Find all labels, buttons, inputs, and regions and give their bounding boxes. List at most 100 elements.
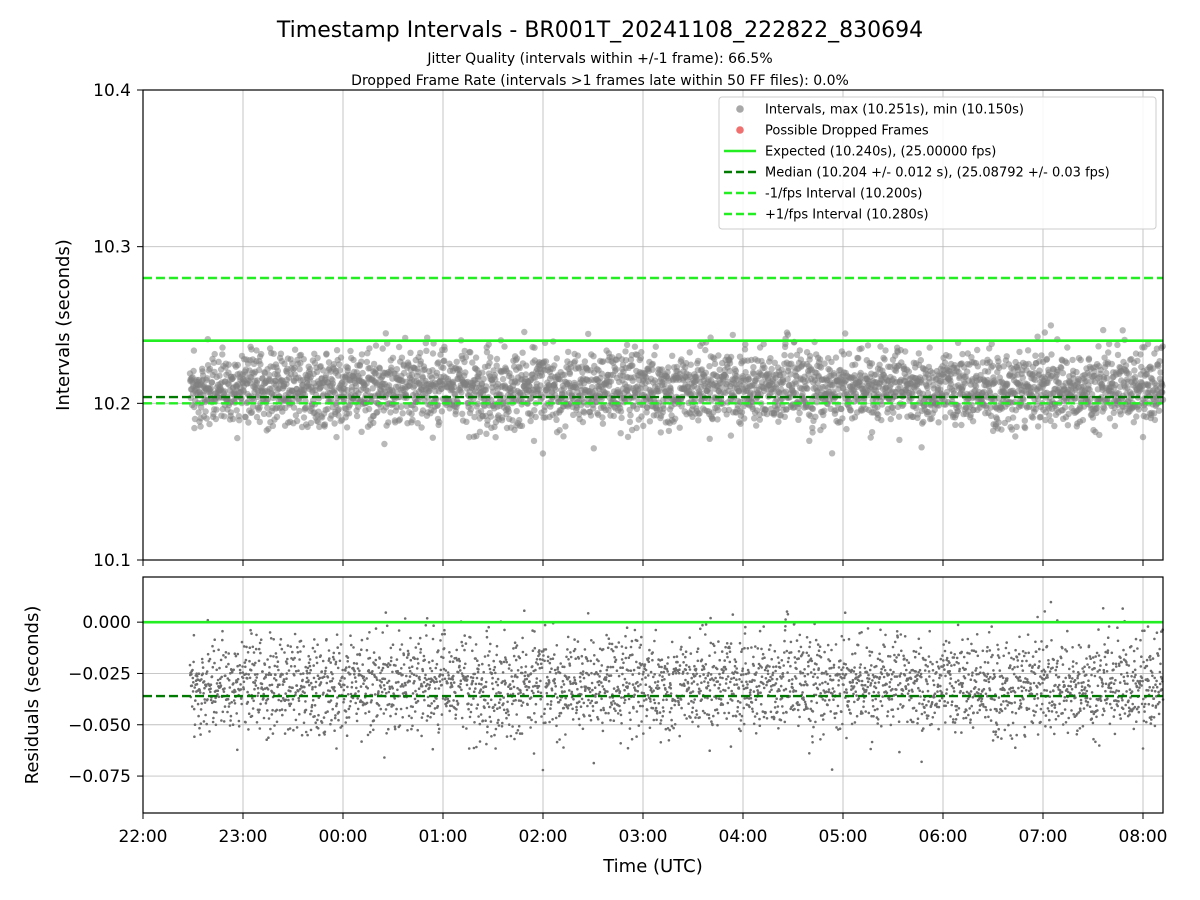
interval-point bbox=[234, 434, 241, 442]
interval-point bbox=[329, 380, 337, 387]
interval-point bbox=[456, 367, 463, 374]
interval-point bbox=[598, 370, 605, 377]
interval-point bbox=[1059, 369, 1067, 377]
residual-point bbox=[265, 738, 269, 741]
residual-point bbox=[418, 636, 422, 640]
interval-point bbox=[479, 369, 486, 376]
residual-point bbox=[488, 667, 492, 671]
interval-point bbox=[781, 413, 788, 420]
residual-point bbox=[578, 723, 581, 727]
residual-point bbox=[209, 698, 213, 702]
residual-point bbox=[576, 687, 579, 691]
residual-point bbox=[237, 719, 241, 723]
interval-point bbox=[300, 356, 307, 363]
residual-point bbox=[202, 692, 205, 695]
interval-point bbox=[499, 414, 506, 421]
residual-point bbox=[385, 732, 388, 735]
interval-point bbox=[1051, 422, 1058, 430]
interval-point bbox=[711, 360, 719, 367]
interval-point bbox=[989, 362, 996, 369]
interval-point bbox=[358, 358, 365, 365]
residual-point bbox=[355, 686, 358, 690]
residual-point bbox=[314, 691, 318, 695]
residual-point bbox=[402, 653, 406, 657]
interval-point bbox=[553, 416, 560, 423]
residual-point bbox=[328, 657, 331, 660]
interval-point bbox=[579, 369, 586, 376]
residual-point bbox=[528, 716, 532, 719]
residual-point bbox=[460, 672, 464, 675]
interval-point bbox=[570, 411, 577, 419]
residual-point bbox=[232, 668, 235, 672]
interval-point bbox=[753, 422, 760, 429]
residual-point bbox=[267, 717, 271, 720]
residual-point bbox=[273, 677, 276, 680]
residual-point bbox=[511, 725, 514, 728]
residual-point bbox=[193, 723, 197, 726]
interval-point bbox=[626, 418, 634, 426]
residual-point bbox=[541, 768, 545, 772]
residual-point bbox=[393, 727, 397, 731]
residual-point bbox=[246, 700, 250, 704]
residual-point bbox=[582, 701, 586, 705]
interval-point bbox=[1073, 368, 1080, 376]
intervals-panel: 10.110.210.310.4 Intervals (seconds) Int… bbox=[53, 81, 1167, 571]
residual-point bbox=[464, 642, 468, 645]
residual-point bbox=[215, 711, 218, 714]
residual-point bbox=[430, 711, 433, 715]
residual-point bbox=[491, 676, 494, 680]
interval-point bbox=[306, 365, 314, 373]
residual-point bbox=[254, 661, 257, 665]
interval-point bbox=[212, 415, 220, 423]
residual-point bbox=[555, 724, 558, 728]
interval-point bbox=[858, 345, 865, 352]
interval-point bbox=[877, 343, 884, 350]
interval-point bbox=[370, 419, 377, 426]
interval-point bbox=[732, 367, 740, 375]
residual-point bbox=[285, 662, 289, 665]
residual-point bbox=[214, 723, 218, 727]
residual-point bbox=[500, 725, 504, 728]
residual-point bbox=[218, 666, 221, 670]
residual-point bbox=[377, 690, 380, 693]
residual-point bbox=[255, 633, 258, 637]
interval-point bbox=[323, 350, 330, 357]
residual-point bbox=[490, 735, 493, 738]
residual-point bbox=[428, 683, 432, 687]
residual-point bbox=[455, 708, 458, 711]
residual-point bbox=[465, 727, 468, 730]
residual-point bbox=[201, 672, 205, 675]
interval-point bbox=[917, 357, 924, 364]
residual-point bbox=[431, 747, 435, 751]
residual-point bbox=[422, 681, 426, 684]
residual-point bbox=[519, 691, 522, 694]
interval-point bbox=[784, 331, 792, 338]
residual-point bbox=[483, 706, 486, 710]
interval-point bbox=[556, 427, 563, 434]
interval-point bbox=[652, 343, 659, 350]
residual-point bbox=[297, 699, 301, 703]
residual-point bbox=[358, 669, 361, 673]
residual-point bbox=[484, 685, 488, 688]
intervals-y-tick-label: 10.2 bbox=[93, 394, 131, 414]
interval-point bbox=[248, 409, 256, 416]
interval-point bbox=[855, 355, 862, 362]
interval-point bbox=[206, 365, 214, 373]
residual-point bbox=[415, 667, 419, 670]
interval-point bbox=[1047, 322, 1055, 329]
residual-point bbox=[296, 651, 300, 654]
residual-point bbox=[257, 659, 261, 663]
interval-point bbox=[706, 363, 713, 370]
residual-point bbox=[472, 746, 476, 750]
residual-point bbox=[494, 680, 498, 684]
residual-point bbox=[481, 690, 485, 694]
interval-point bbox=[565, 348, 572, 356]
residual-point bbox=[313, 650, 317, 653]
residual-point bbox=[486, 702, 490, 705]
interval-point bbox=[660, 405, 667, 412]
residual-point bbox=[315, 661, 319, 665]
residual-point bbox=[525, 677, 529, 681]
residual-point bbox=[509, 687, 513, 690]
residual-point bbox=[409, 636, 412, 640]
residual-point bbox=[222, 690, 226, 693]
